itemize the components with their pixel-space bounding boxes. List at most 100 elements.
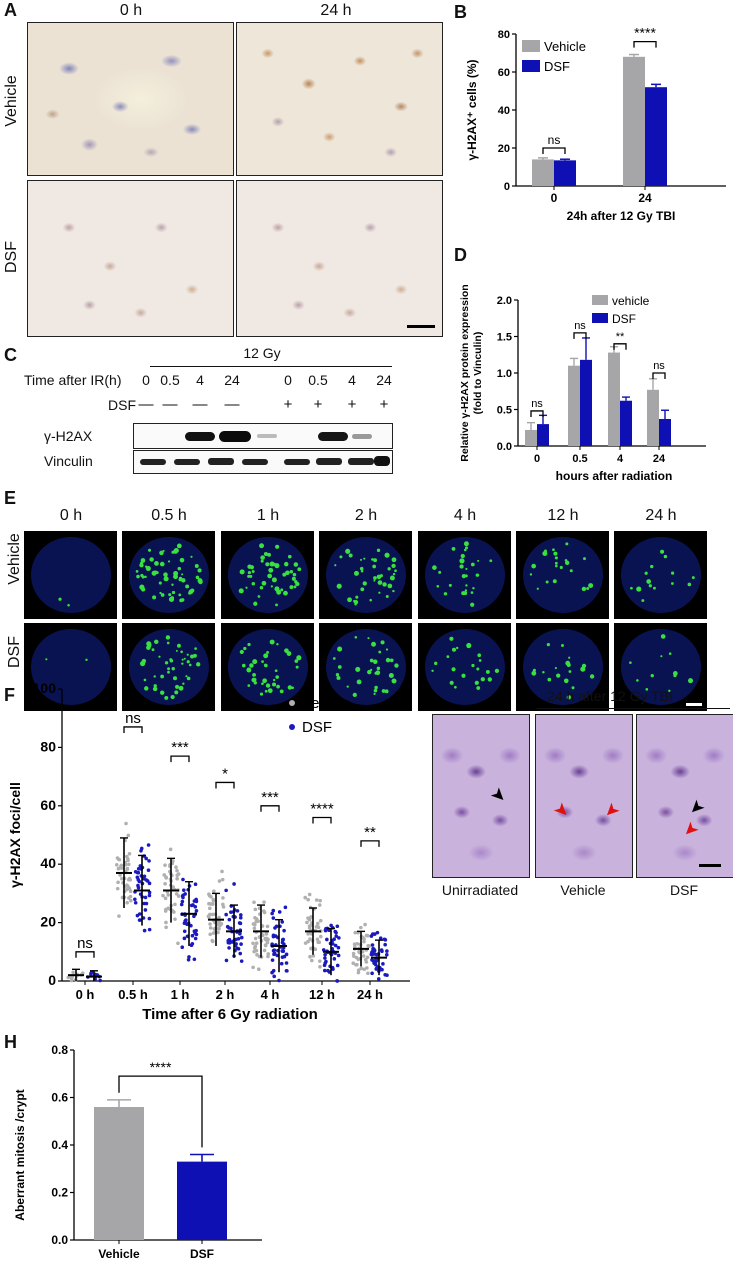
focus-dot	[167, 667, 171, 671]
data-point-dsf	[322, 963, 327, 968]
data-point-dsf	[283, 905, 288, 910]
data-point-dsf	[270, 970, 274, 975]
focus-dot	[554, 556, 558, 560]
data-point-vehicle	[173, 917, 177, 921]
focus-dot	[369, 658, 374, 663]
focus-dot	[295, 665, 299, 669]
data-point-vehicle	[356, 968, 361, 972]
focus-dot	[376, 548, 381, 553]
focus-dot	[352, 692, 357, 698]
bar-dsf	[580, 359, 592, 446]
focus-dot	[369, 598, 372, 602]
focus-dot	[261, 682, 264, 686]
focus-dot	[276, 589, 282, 595]
x-tick-label: 0 h	[76, 987, 95, 1002]
data-point-dsf	[183, 892, 187, 896]
data-point-dsf	[270, 911, 274, 916]
data-point-dsf	[383, 942, 387, 947]
focus-dot	[194, 647, 197, 650]
focus-dot	[293, 562, 299, 567]
y-tick-label: 20	[40, 914, 56, 930]
data-point-vehicle	[253, 907, 258, 912]
bar-dsf	[659, 418, 671, 446]
focus-dot	[463, 541, 469, 547]
focus-dot	[470, 591, 474, 594]
focus-dot	[382, 582, 387, 587]
focus-dot	[135, 570, 139, 573]
data-point-dsf	[271, 948, 276, 953]
focus-dot	[470, 562, 475, 567]
focus-dot	[589, 674, 595, 679]
data-point-dsf	[322, 968, 327, 973]
focus-dot	[392, 589, 395, 593]
focus-dot	[268, 567, 274, 573]
focus-dot	[391, 557, 397, 563]
data-point-dsf	[334, 934, 339, 938]
focus-dot	[247, 574, 251, 578]
data-point-dsf	[280, 940, 285, 945]
data-point-dsf	[238, 951, 243, 956]
focus-dot	[176, 543, 182, 549]
data-point-vehicle	[208, 932, 212, 937]
focus-dot	[239, 569, 245, 575]
focus-dot	[263, 663, 268, 667]
focus-dot	[58, 597, 62, 601]
data-point-dsf	[133, 897, 137, 902]
focus-dot	[431, 669, 434, 673]
data-point-vehicle	[220, 877, 225, 882]
black-arrow-icon: ➤	[486, 782, 512, 808]
data-point-dsf	[234, 942, 238, 946]
data-point-dsf	[227, 926, 231, 930]
focus-dot	[337, 646, 343, 652]
nucleus	[31, 629, 111, 705]
focus-dot	[247, 684, 251, 687]
focus-dot	[465, 584, 468, 587]
focus-dot	[296, 655, 302, 661]
fluo-svg	[129, 629, 209, 705]
x-tick-label: 1 h	[171, 987, 190, 1002]
y-tick-label: 2.0	[497, 295, 512, 307]
data-point-vehicle	[175, 873, 179, 878]
data-point-vehicle	[318, 918, 323, 923]
row-label-e-vehicle: Vehicle	[6, 533, 23, 585]
data-point-dsf	[239, 942, 243, 946]
focus-dot	[547, 677, 552, 682]
data-point-vehicle	[260, 933, 265, 938]
focus-dot	[463, 548, 467, 552]
blot-dsf-mark-4: +	[283, 396, 293, 413]
data-point-vehicle	[127, 851, 132, 856]
data-point-vehicle	[364, 933, 369, 938]
col-label-0h: 0 h	[119, 2, 143, 19]
nucleus	[621, 537, 701, 613]
focus-dot	[247, 571, 252, 575]
significance-label: ***	[171, 739, 189, 756]
data-point-vehicle	[129, 898, 133, 903]
focus-dot	[247, 565, 251, 568]
data-point-dsf	[192, 957, 197, 962]
band	[208, 458, 234, 465]
focus-dot	[477, 574, 480, 577]
focus-dot	[448, 583, 452, 587]
focus-dot	[565, 542, 569, 546]
significance-bracket	[530, 410, 544, 417]
focus-dot	[337, 665, 342, 669]
focus-dot	[583, 557, 586, 561]
x-tick-label: 24	[653, 453, 666, 465]
data-point-dsf	[277, 910, 282, 914]
focus-dot	[291, 576, 296, 581]
focus-dot	[476, 667, 480, 671]
focus-dot	[265, 683, 271, 688]
focus-dot	[294, 580, 298, 584]
significance-bracket	[75, 951, 95, 958]
legend-label: Vehicle	[544, 39, 586, 54]
focus-dot	[454, 685, 457, 689]
focus-dot	[168, 593, 172, 597]
data-point-dsf	[192, 899, 197, 903]
bar-vehicle	[525, 429, 537, 446]
data-point-dsf	[239, 913, 243, 917]
focus-dot	[339, 555, 343, 559]
data-point-vehicle	[308, 954, 312, 959]
data-point-vehicle	[161, 893, 165, 898]
focus-dot	[345, 548, 351, 554]
focus-dot	[391, 563, 396, 569]
